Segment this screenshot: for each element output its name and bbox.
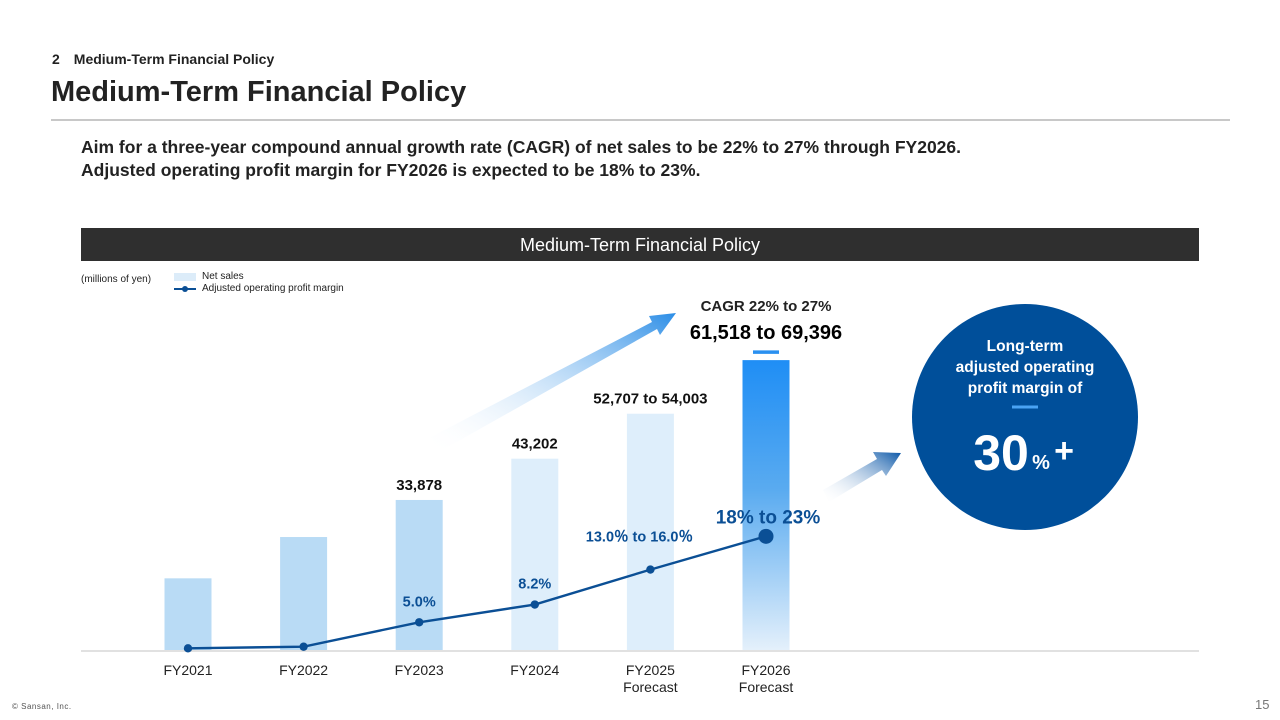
margin-value-label-fy2025: 13.0％ to 16.0％ xyxy=(586,529,693,546)
long-term-line-1: Long-term xyxy=(987,338,1064,355)
title-divider xyxy=(51,119,1230,121)
copyright: © Sansan, Inc. xyxy=(12,702,72,711)
x-tick-label-fy2026: FY2026 xyxy=(741,662,790,678)
page-number: 15 xyxy=(1255,697,1270,712)
unit-label: (millions of yen) xyxy=(81,274,152,285)
lead-line-2: Adjusted operating profit margin for FY2… xyxy=(81,160,701,180)
legend-label-margin: Adjusted operating profit margin xyxy=(202,283,344,294)
long-term-circle-shape xyxy=(912,304,1138,530)
legend-swatch-net-sales xyxy=(174,272,196,281)
cagr-arrow xyxy=(431,313,676,452)
bar-value-label-fy2026: 61,518 to 69,396 xyxy=(690,322,842,344)
legend-item-margin: Adjusted operating profit margin xyxy=(174,283,344,294)
x-tick-label-fy2024: FY2024 xyxy=(510,662,559,678)
legend-item-net-sales: Net sales xyxy=(174,271,344,282)
long-term-unit: % xyxy=(1032,452,1050,474)
bar-value-label-fy2024: 43,202 xyxy=(512,436,558,453)
bar-value-label-fy2025: 52,707 to 54,003 xyxy=(593,391,707,408)
bar-fy2026 xyxy=(742,360,790,650)
x-tick-label-fy2023: FY2023 xyxy=(395,662,444,678)
bar-fy2023 xyxy=(395,499,443,650)
lead-text: Aim for a three-year compound annual gro… xyxy=(81,136,961,182)
legend-label-net-sales: Net sales xyxy=(202,271,244,282)
margin-point-fy2024 xyxy=(530,600,539,609)
x-tick-label-fy2022: FY2022 xyxy=(279,662,328,678)
long-term-plus: + xyxy=(1054,432,1074,470)
margin-line xyxy=(187,535,767,650)
bar-fy2021 xyxy=(164,578,212,650)
chart-banner: Medium-Term Financial Policy xyxy=(81,228,1199,261)
legend: Net sales Adjusted operating profit marg… xyxy=(174,271,344,294)
margin-value-label-fy2026: 18% to 23% xyxy=(716,507,821,528)
bar-value-label-fy2023: 33,878 xyxy=(396,477,442,494)
section-header: 2 Medium-Term Financial Policy xyxy=(52,51,274,67)
long-term-arrow xyxy=(823,452,901,502)
x-tick-label-fy2025: FY2025 xyxy=(626,662,675,678)
section-number: 2 xyxy=(52,51,60,67)
margin-value-label-fy2023: 5.0% xyxy=(403,594,436,610)
margin-point-fy2022 xyxy=(299,642,308,651)
margin-point-fy2026 xyxy=(758,528,774,544)
margin-point-fy2021 xyxy=(183,644,193,653)
margin-point-fy2023 xyxy=(415,618,424,627)
margin-value-label-fy2024: 8.2% xyxy=(518,577,551,593)
section-title: Medium-Term Financial Policy xyxy=(73,51,275,67)
long-term-value: 30 xyxy=(973,425,1029,481)
long-term-line-2: adjusted operating xyxy=(956,359,1095,376)
lead-line-1: Aim for a three-year compound annual gro… xyxy=(81,137,962,157)
legend-line-margin xyxy=(174,285,196,292)
x-tick-label-fy2021: FY2021 xyxy=(163,662,212,678)
margin-point-fy2025 xyxy=(646,565,655,574)
bar-fy2022 xyxy=(280,537,328,650)
x-tick-label-fy2026-line-2: Forecast xyxy=(739,679,794,695)
cagr-label: CAGR 22% to 27% xyxy=(701,298,832,315)
bar-fy2025 xyxy=(626,413,674,650)
x-tick-label-fy2025-line-2: Forecast xyxy=(623,679,678,695)
bar-fy2024 xyxy=(511,458,559,650)
long-term-line-3: profit margin of xyxy=(968,380,1083,397)
long-term-circle: Long-term adjusted operating profit marg… xyxy=(912,304,1138,530)
page-title: Medium-Term Financial Policy xyxy=(51,76,467,108)
